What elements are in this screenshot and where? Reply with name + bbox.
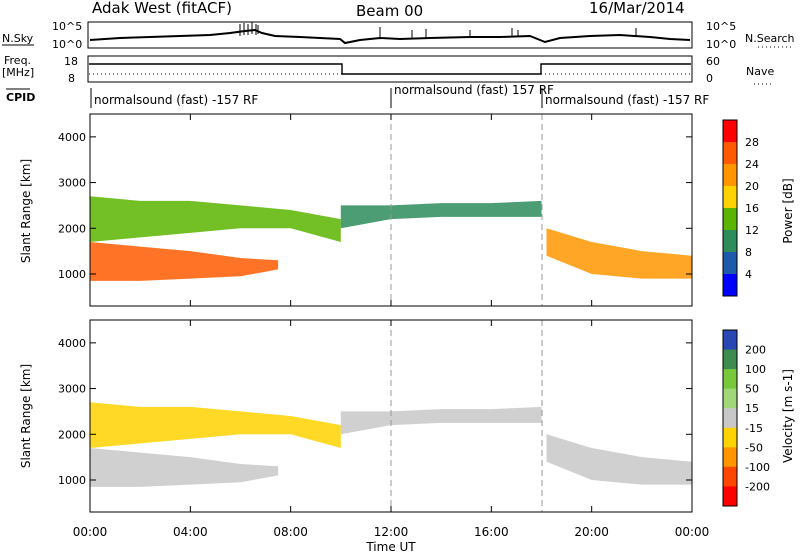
velocity-echo-band-3	[340, 406, 542, 435]
colorbar-tick-label: 8	[745, 246, 752, 259]
freq-left-tick-low: 8	[68, 72, 75, 85]
velocity-plot	[90, 402, 692, 487]
noise-left-tick-low: 10^0	[52, 38, 82, 51]
power-echo-band-1	[90, 242, 279, 281]
x-tick-label: 00:00	[73, 525, 108, 539]
noise-right-tick-low: 10^0	[706, 38, 736, 51]
power-colorbar: 28 24 20 16 12 8 4	[722, 119, 759, 297]
colorbar-tick-label: -15	[745, 422, 763, 435]
freq-panel-frame	[87, 55, 693, 83]
noise-spikes	[239, 22, 637, 39]
colorbar-swatch	[723, 142, 737, 165]
x-axis-ticks: 00:00 04:00 08:00 12:00 16:00 20:00 00:00	[73, 114, 710, 539]
x-tick-label: 16:00	[474, 525, 509, 539]
colorbar-tick-label: 16	[745, 202, 759, 215]
colorbar-swatch	[723, 252, 737, 275]
cpid-panel: CPID normalsound (fast) -157 RF normalso…	[6, 83, 709, 108]
x-tick-label: 20:00	[574, 525, 609, 539]
noise-sky-trace	[89, 28, 691, 45]
noise-left-label: N.Sky	[2, 32, 34, 45]
velocity-colorbar-label: Velocity [m s-1]	[781, 369, 795, 463]
freq-left-unit: [MHz]	[2, 66, 34, 79]
colorbar-swatch	[723, 388, 737, 409]
cpid-segment-1: normalsound (fast) -157 RF	[94, 93, 258, 107]
power-echo-band-3	[340, 200, 542, 229]
noise-panel: N.Sky 10^5 10^0 10^5 10^0 N.Search	[2, 20, 795, 51]
power-echo-band-2	[90, 196, 341, 242]
colorbar-swatch	[723, 186, 737, 209]
noise-left-tick-high: 10^5	[52, 20, 82, 33]
velocity-echo-band-1	[90, 448, 279, 487]
cpid-segment-3: normalsound (fast) -157 RF	[545, 93, 709, 107]
colorbar-swatch	[723, 274, 737, 297]
colorbar-swatch	[723, 349, 737, 370]
station-title: Adak West (fitACF)	[92, 0, 232, 17]
noise-panel-frame	[87, 21, 693, 49]
y-tick-label: 1000	[58, 474, 86, 487]
colorbar-swatch	[723, 330, 737, 351]
x-tick-label: 00:00	[675, 525, 710, 539]
power-y-ticks: 1000 2000 3000 4000	[58, 131, 692, 281]
colorbar-swatch	[723, 408, 737, 429]
beam-title: Beam 00	[356, 2, 423, 20]
noise-right-label: N.Search	[745, 32, 795, 45]
y-tick-label: 2000	[58, 222, 86, 235]
colorbar-frame	[722, 119, 738, 297]
colorbar-swatch	[723, 427, 737, 448]
colorbar-swatch	[723, 466, 737, 487]
y-tick-label: 4000	[58, 337, 86, 350]
freq-trace	[89, 63, 691, 75]
colorbar-frame	[722, 329, 738, 507]
colorbar-swatch	[723, 369, 737, 390]
colorbar-tick-label: -50	[745, 441, 763, 454]
x-tick-label: 04:00	[173, 525, 208, 539]
x-tick-label: 08:00	[273, 525, 308, 539]
colorbar-tick-label: 200	[745, 344, 766, 357]
colorbar-swatch	[723, 447, 737, 468]
velocity-ylabel: Slant Range [km]	[19, 364, 33, 468]
power-echo-band-4	[546, 228, 692, 279]
colorbar-swatch	[723, 230, 737, 253]
colorbar-tick-label: 15	[745, 402, 759, 415]
velocity-y-ticks: 1000 2000 3000 4000	[58, 337, 692, 487]
colorbar-tick-label: 12	[745, 224, 759, 237]
velocity-echo-band-2	[90, 402, 341, 448]
colorbar-tick-label: 100	[745, 363, 766, 376]
y-tick-label: 3000	[58, 177, 86, 190]
freq-right-tick-low: 0	[706, 72, 713, 85]
colorbar-swatch	[723, 164, 737, 187]
colorbar-tick-label: -200	[745, 480, 770, 493]
freq-left-tick-high: 18	[64, 55, 78, 68]
y-tick-label: 4000	[58, 131, 86, 144]
colorbar-tick-label: -100	[745, 461, 770, 474]
noise-right-tick-high: 10^5	[706, 20, 736, 33]
y-tick-label: 2000	[58, 428, 86, 441]
y-tick-label: 3000	[58, 383, 86, 396]
freq-right-tick-high: 60	[706, 55, 720, 68]
colorbar-tick-label: 50	[745, 383, 759, 396]
colorbar-tick-label: 20	[745, 180, 759, 193]
cpid-label: CPID	[6, 91, 35, 104]
velocity-panel: 1000 2000 3000 4000 Slant Range [km]	[19, 319, 693, 513]
x-tick-label: 12:00	[374, 525, 409, 539]
power-colorbar-label: Power [dB]	[781, 178, 795, 243]
colorbar-swatch	[723, 208, 737, 231]
colorbar-swatch	[723, 120, 737, 143]
x-axis-label: Time UT	[365, 540, 416, 554]
date-title: 16/Mar/2014	[589, 0, 685, 17]
velocity-colorbar: 200 100 50 15 -15 -50 -100 -200	[722, 329, 770, 507]
colorbar-tick-label: 28	[745, 136, 759, 149]
colorbar-swatch	[723, 486, 737, 507]
colorbar-tick-label: 4	[745, 268, 752, 281]
y-tick-label: 1000	[58, 268, 86, 281]
freq-left-label: Freq.	[4, 54, 31, 67]
freq-panel: Freq. [MHz] 18 8 60 0 Nave	[2, 54, 774, 85]
nave-label: Nave	[746, 65, 774, 78]
power-panel: 1000 2000 3000 4000 Slant Range [km]	[19, 113, 693, 307]
power-ylabel: Slant Range [km]	[19, 159, 33, 263]
colorbar-tick-label: 24	[745, 158, 759, 171]
cpid-segment-2: normalsound (fast) 157 RF	[394, 83, 554, 97]
velocity-echo-band-4	[546, 434, 692, 485]
